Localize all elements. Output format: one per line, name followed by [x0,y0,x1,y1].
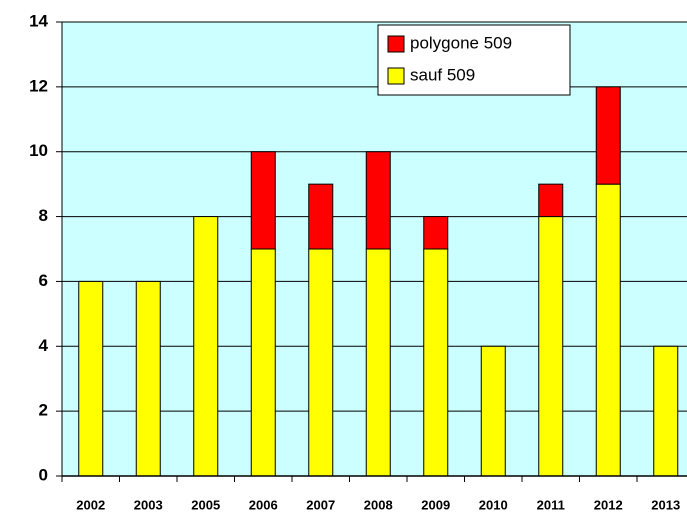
bar-segment [595,86,621,185]
y-tick-label: 8 [39,206,48,225]
bar-segment [250,151,276,250]
bar-segment [423,248,449,477]
x-tick-label: 2008 [364,497,393,512]
bar-segment [653,345,679,477]
x-tick-label: 2013 [651,497,680,512]
x-tick-label: 2010 [479,497,508,512]
x-tick-label: 2011 [537,497,565,512]
bar-segment [595,183,621,477]
y-tick-label: 0 [39,465,48,484]
x-tick-label: 2012 [594,497,623,512]
bar-segment [480,345,506,477]
plot: 0 2 4 6 8 10 12 14 2002 2003 2005 2006 2007 2008 2009 2… [29,11,687,512]
y-tick-label: 14 [29,11,48,30]
y-tick-label: 6 [39,271,48,290]
x-tick-label: 2009 [421,497,450,512]
x-tick-label: 2007 [306,497,335,512]
y-tick-label: 2 [39,401,48,420]
x-tick-label: 2006 [249,497,278,512]
bar-segment [365,248,391,477]
bar-segment [365,151,391,250]
legend-label: polygone 509 [410,33,512,52]
legend-swatch [387,35,405,53]
x-tick-label: 2003 [134,497,163,512]
bar-segment [538,183,564,218]
x-tick-label: 2005 [191,497,220,512]
bar-segment [250,248,276,477]
x-tick-label: 2002 [76,497,105,512]
legend-swatch [387,67,405,85]
bar-segment [308,183,334,250]
bar-segment [135,280,161,477]
bar-segment [308,248,334,477]
bar-segment [193,216,219,477]
legend-label: sauf 509 [410,65,475,84]
bar-segment [538,216,564,477]
bar-segment [423,216,449,250]
bar-segment [78,280,104,477]
y-tick-label: 10 [29,141,48,160]
legend-box [377,24,571,96]
y-tick-label: 4 [39,336,49,355]
y-tick-label: 12 [29,76,48,95]
